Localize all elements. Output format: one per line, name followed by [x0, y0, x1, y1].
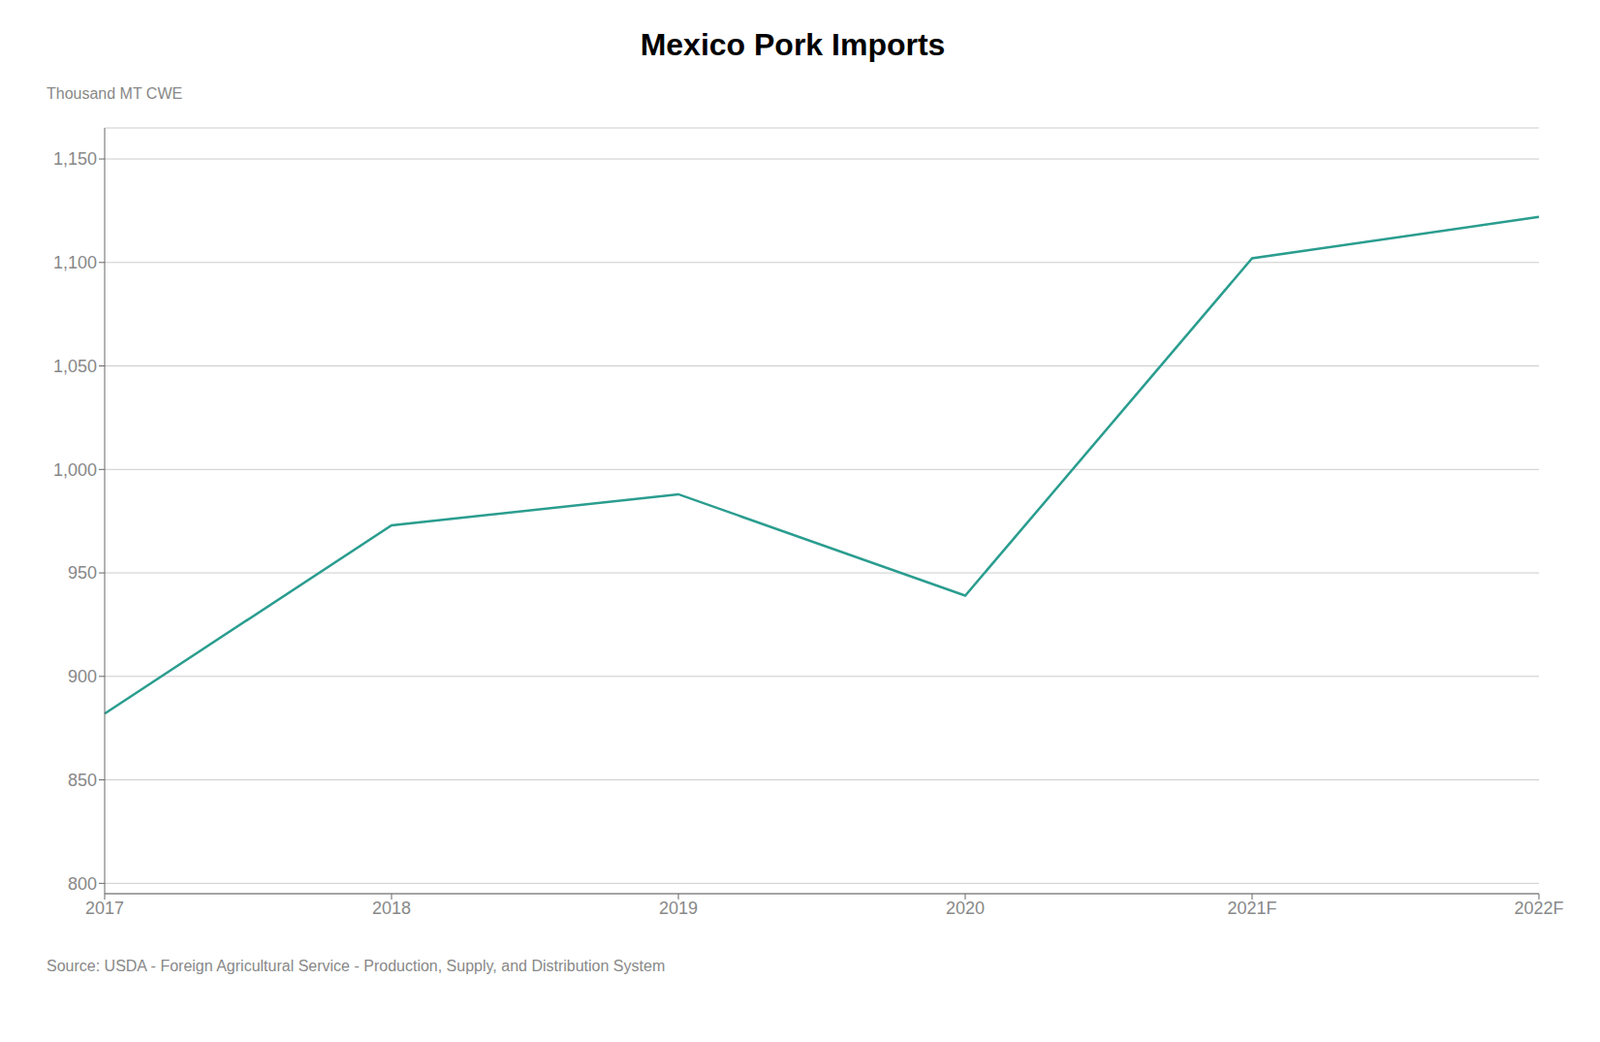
svg-text:2021F: 2021F: [1226, 898, 1277, 918]
svg-text:850: 850: [67, 770, 97, 790]
svg-text:1,000: 1,000: [53, 460, 97, 480]
svg-text:800: 800: [67, 874, 97, 894]
html-text:Mexico Pork Imports: Mexico Pork Imports: [640, 27, 946, 63]
svg-text:2018: 2018: [372, 898, 411, 918]
svg-text:2019: 2019: [658, 898, 698, 918]
svg-text:950: 950: [67, 563, 97, 583]
svg-text:2017: 2017: [85, 898, 125, 918]
svg-text:900: 900: [67, 666, 97, 687]
svg-text:1,150: 1,150: [53, 149, 97, 169]
svg-text:2020: 2020: [945, 898, 985, 918]
svg-text:1,100: 1,100: [53, 252, 97, 273]
html-text:Source: USDA - Foreign Agricul: Source: USDA - Foreign Agricultural Serv…: [46, 957, 666, 974]
svg-text:1,050: 1,050: [53, 356, 97, 377]
svg-text:2022F: 2022F: [1513, 898, 1564, 918]
html-text:Thousand MT CWE: Thousand MT CWE: [46, 85, 183, 102]
